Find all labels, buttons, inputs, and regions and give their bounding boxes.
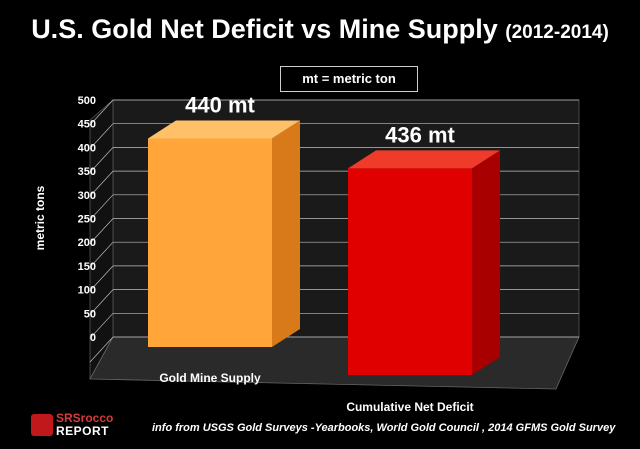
y-tick-label: 200 xyxy=(78,237,96,249)
bar-1-top xyxy=(148,120,300,139)
chart-title: U.S. Gold Net Deficit vs Mine Supply (20… xyxy=(0,14,640,45)
y-axis-label: metric tons xyxy=(33,185,47,250)
bar-2-top xyxy=(348,150,500,169)
data-label-2: 436 mt xyxy=(385,122,455,147)
gridline-side xyxy=(89,99,114,126)
category-label-1: Gold Mine Supply xyxy=(159,371,261,385)
unit-note: mt = metric ton xyxy=(280,66,418,92)
y-tick-label: 50 xyxy=(84,308,96,320)
y-tick-label: 400 xyxy=(78,142,96,154)
source-note: info from USGS Gold Surveys -Yearbooks, … xyxy=(152,422,616,434)
chart-title-suffix: (2012-2014) xyxy=(505,22,609,43)
data-label-1: 440 mt xyxy=(185,92,255,117)
gridline-side xyxy=(89,123,114,149)
logo-line-1: SRSrocco xyxy=(56,411,114,425)
gridline-side xyxy=(89,265,114,292)
bar-2-side xyxy=(472,150,500,375)
gridline-side xyxy=(89,147,114,173)
category-label-2: Cumulative Net Deficit xyxy=(346,400,473,414)
y-tick-label: 350 xyxy=(78,166,96,178)
y-tick-label: 0 xyxy=(90,332,96,344)
logo-line-2: REPORT xyxy=(56,424,110,438)
srsrocco-logo: SRSrocco REPORT xyxy=(31,410,119,440)
gridline-side xyxy=(89,170,114,197)
bar-2-front xyxy=(348,168,472,375)
gridline-side xyxy=(89,194,114,221)
bar-1-side xyxy=(272,120,300,347)
y-tick-label: 250 xyxy=(78,214,96,226)
gridline-side xyxy=(89,289,114,315)
chart-title-main: U.S. Gold Net Deficit vs Mine Supply xyxy=(31,14,498,44)
y-tick-label: 300 xyxy=(78,190,96,202)
gridline-side xyxy=(89,218,114,244)
y-tick-label: 150 xyxy=(78,261,96,273)
y-tick-label: 450 xyxy=(78,119,96,131)
gridline-side xyxy=(89,241,114,268)
bar-1-front xyxy=(148,138,272,347)
gridline-side xyxy=(89,313,114,339)
y-tick-label: 100 xyxy=(78,285,96,297)
logo-icon xyxy=(31,414,53,436)
y-tick-label: 500 xyxy=(78,95,96,107)
gridline-side xyxy=(89,336,114,363)
